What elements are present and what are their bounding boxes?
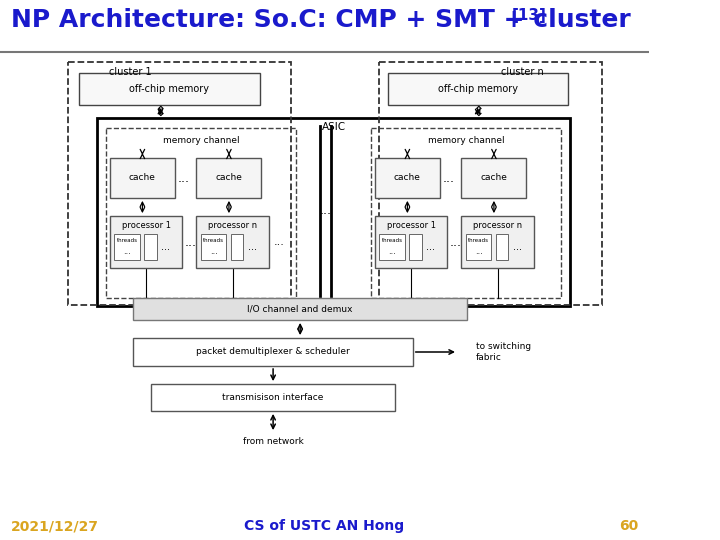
Text: ...: ... [388, 246, 396, 255]
Text: cache: cache [215, 173, 243, 183]
Bar [372, 128, 561, 298]
Text: memory channel: memory channel [428, 136, 504, 145]
Bar [133, 338, 413, 366]
Bar [379, 62, 602, 305]
Bar [201, 234, 226, 260]
Bar [496, 234, 508, 260]
Bar [114, 234, 140, 260]
Text: cache: cache [394, 173, 420, 183]
Text: threads: threads [382, 238, 402, 242]
Text: ASIC: ASIC [321, 122, 346, 132]
Bar [79, 73, 260, 105]
Bar [387, 73, 568, 105]
Bar [230, 234, 243, 260]
Text: ...: ... [248, 242, 257, 252]
Text: 2021/12/27: 2021/12/27 [11, 519, 99, 533]
Bar [462, 158, 526, 198]
Bar [68, 62, 291, 305]
Bar [97, 118, 570, 306]
Text: cache: cache [129, 173, 156, 183]
Text: off-chip memory: off-chip memory [438, 84, 518, 94]
Text: ...: ... [443, 172, 455, 185]
Text: threads: threads [117, 238, 138, 242]
Text: off-chip memory: off-chip memory [130, 84, 210, 94]
Text: cluster n: cluster n [501, 67, 544, 77]
Text: ...: ... [210, 246, 217, 255]
Text: threads: threads [203, 238, 224, 242]
Bar [197, 158, 261, 198]
Text: ...: ... [178, 172, 190, 185]
Bar [133, 298, 467, 320]
Bar [379, 234, 405, 260]
Text: [13]: [13] [512, 8, 546, 23]
Bar [375, 158, 440, 198]
Text: ...: ... [426, 242, 436, 252]
Text: threads: threads [468, 238, 489, 242]
Text: ...: ... [274, 237, 285, 247]
Text: from network: from network [243, 436, 303, 446]
Text: ...: ... [123, 246, 131, 255]
Text: processor n: processor n [473, 221, 522, 231]
Bar [409, 234, 422, 260]
Bar [110, 216, 182, 268]
Text: cluster 1: cluster 1 [109, 67, 152, 77]
Text: CS of USTC AN Hong: CS of USTC AN Hong [244, 519, 405, 533]
Text: packet demultiplexer & scheduler: packet demultiplexer & scheduler [197, 348, 350, 356]
Bar [462, 216, 534, 268]
Bar [110, 158, 175, 198]
Text: ...: ... [161, 242, 171, 252]
Text: processor 1: processor 1 [387, 221, 436, 231]
Text: ...: ... [513, 242, 522, 252]
Text: memory channel: memory channel [163, 136, 239, 145]
Text: processor 1: processor 1 [122, 221, 171, 231]
Bar [466, 234, 491, 260]
Text: ...: ... [474, 246, 482, 255]
Text: 60: 60 [619, 519, 638, 533]
Text: NP Architecture: So.C: CMP + SMT + cluster: NP Architecture: So.C: CMP + SMT + clust… [11, 8, 631, 32]
Bar [151, 384, 395, 411]
Text: ...: ... [185, 235, 197, 248]
Bar [197, 216, 269, 268]
Text: ⇕: ⇕ [155, 105, 166, 118]
Bar [375, 216, 447, 268]
Text: I/O channel and demux: I/O channel and demux [248, 305, 353, 314]
Text: ...: ... [320, 205, 331, 218]
Text: cache: cache [480, 173, 508, 183]
Text: ...: ... [450, 235, 462, 248]
Text: ⇕: ⇕ [472, 105, 484, 118]
Bar [144, 234, 157, 260]
Text: to switching
fabric: to switching fabric [476, 342, 531, 362]
Text: transmisison interface: transmisison interface [222, 393, 324, 402]
Bar [107, 128, 296, 298]
Text: processor n: processor n [208, 221, 257, 231]
